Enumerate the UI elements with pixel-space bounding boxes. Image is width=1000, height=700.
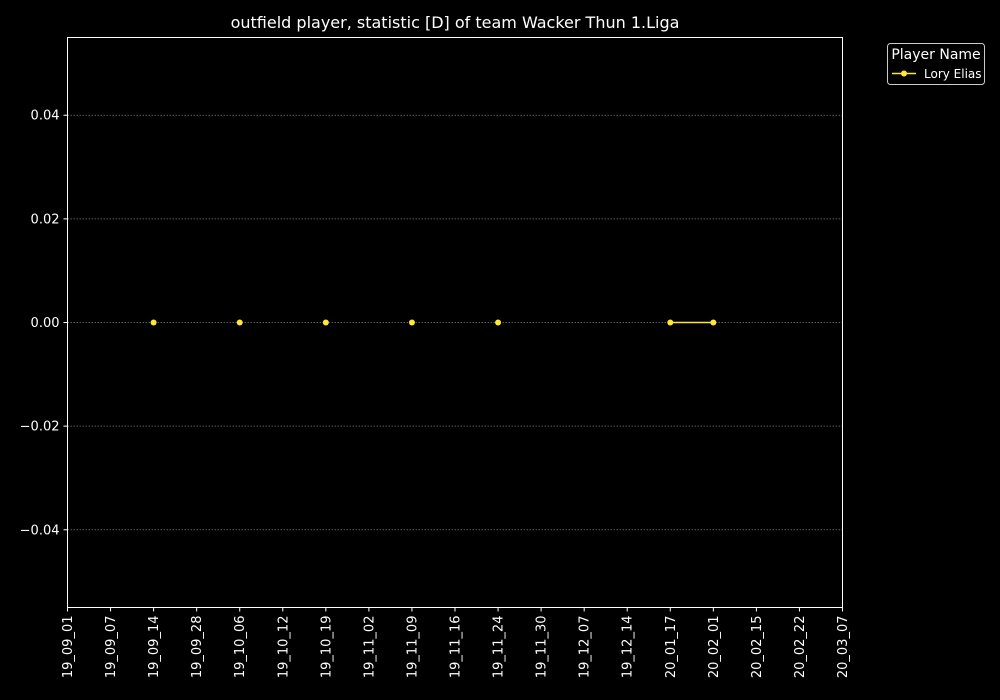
x-tick-label: 19_11_30 [535,616,550,679]
x-tick-label: 19_09_28 [190,616,205,679]
data-point [150,319,157,326]
data-point [667,319,674,326]
x-tick-label: 20_02_15 [750,616,765,679]
x-tick-label: 20_03_07 [836,616,851,679]
x-tick-label: 19_12_07 [578,616,593,679]
y-tick-label: −0.02 [20,420,60,435]
y-tick-label: 0.04 [31,109,60,124]
legend: Player Name Lory Elias [887,43,985,85]
x-tick-label: 19_10_19 [319,616,334,679]
data-point [408,319,415,326]
y-tick-label: 0.02 [31,212,60,227]
x-tick-label: 20_02_22 [793,616,808,679]
x-tick-label: 20_01_17 [664,616,679,679]
x-tick-label: 19_09_07 [104,616,119,679]
legend-title: Player Name [891,47,980,63]
data-point [236,319,243,326]
y-tick-label: 0.00 [31,316,60,331]
data-point [322,319,329,326]
grid-lines [67,114,843,531]
x-tick-label: 19_11_16 [449,616,464,679]
y-tick-label: −0.04 [20,523,60,538]
x-tick-label: 19_11_09 [405,616,420,679]
x-tick-label: 19_12_14 [621,616,636,679]
x-tick-label: 20_02_01 [707,616,722,679]
x-tick-label: 19_09_01 [61,616,76,679]
series-layer [150,319,717,326]
x-tick-label: 19_11_24 [492,616,507,679]
legend-dot-marker [901,70,907,77]
x-tick-label: 19_11_02 [362,616,377,679]
chart-title: outfield player, statistic [D] of team W… [231,13,680,32]
legend-label-lory-elias: Lory Elias [924,67,982,81]
x-tick-label: 19_09_14 [147,616,162,679]
x-tick-label: 19_10_06 [233,616,248,679]
y-axis: 0.04 0.02 0.00 −0.02 −0.04 [20,109,68,538]
data-point [710,319,717,326]
data-point [495,319,502,326]
x-tick-label: 19_10_12 [276,616,291,679]
x-axis: 19_09_01 19_09_07 19_09_14 19_09_28 19_10_06… [61,607,851,679]
